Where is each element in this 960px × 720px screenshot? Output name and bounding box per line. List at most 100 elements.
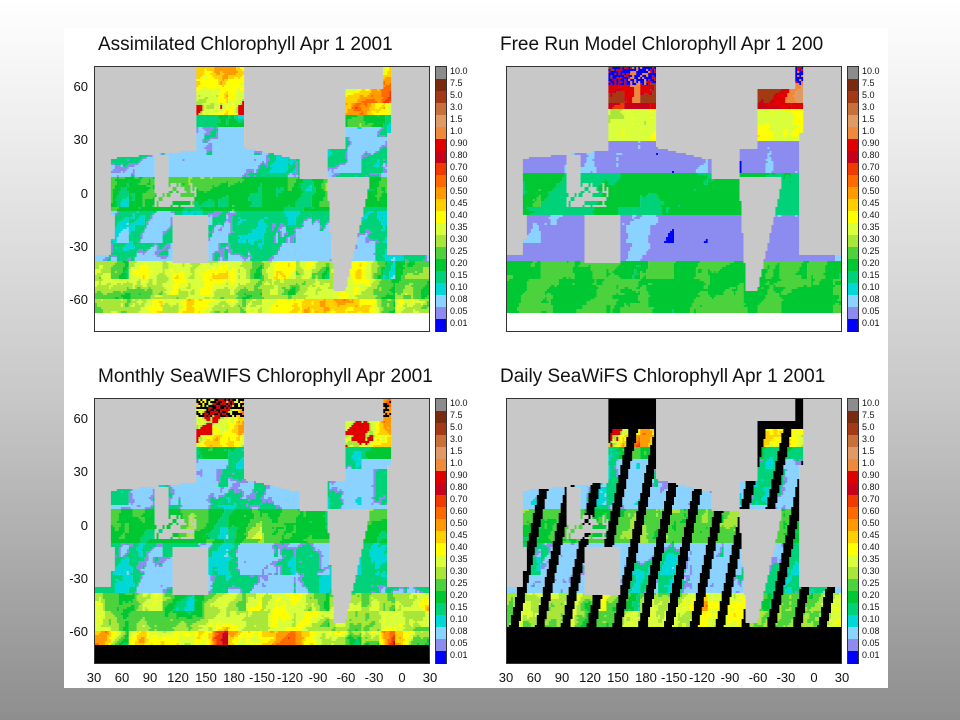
heatmap-cell — [246, 239, 249, 242]
heatmap-cell — [220, 107, 223, 110]
heatmap-cell — [160, 305, 163, 308]
heatmap-cell — [741, 213, 776, 216]
heatmap-cell — [391, 71, 429, 74]
heatmap-cell — [170, 245, 173, 248]
heatmap-cell — [208, 239, 211, 242]
heatmap-cell — [652, 133, 657, 136]
heatmap-cell — [507, 123, 609, 126]
colorbar-swatch — [436, 235, 446, 248]
heatmap-cell — [351, 103, 356, 106]
heatmap-cell — [114, 247, 117, 250]
heatmap-cell — [367, 153, 372, 156]
heatmap-cell — [265, 223, 273, 226]
heatmap-cell — [351, 107, 356, 110]
heatmap-cell — [95, 177, 112, 180]
heatmap-cell — [279, 281, 284, 284]
heatmap-cell — [331, 259, 352, 262]
heatmap-cell — [172, 269, 191, 272]
heatmap-cell — [656, 69, 796, 72]
heatmap-cell — [321, 277, 326, 280]
heatmap-cell — [248, 197, 263, 200]
heatmap-cell — [162, 153, 165, 156]
heatmap-cell — [401, 277, 406, 280]
heatmap-cell — [773, 217, 800, 220]
heatmap-cell — [329, 217, 362, 220]
heatmap-cell — [134, 287, 137, 290]
heatmap-cell — [134, 177, 139, 180]
heatmap-cell — [373, 273, 382, 276]
heatmap-cell — [425, 255, 428, 258]
heatmap-cell — [612, 271, 635, 274]
heatmap-cell — [252, 229, 267, 232]
heatmap-cell — [230, 105, 235, 108]
heatmap-cell — [556, 183, 567, 186]
heatmap-cell — [295, 179, 304, 182]
heatmap-cell — [646, 251, 744, 254]
heatmap-cell — [95, 125, 197, 128]
heatmap-cell — [273, 229, 279, 232]
heatmap-cell — [574, 199, 607, 202]
heatmap-cell — [618, 285, 639, 288]
heatmap-cell — [554, 187, 567, 190]
heatmap-cell — [534, 199, 537, 202]
heatmap-cell — [130, 301, 137, 304]
heatmap-cell — [584, 227, 621, 230]
heatmap-cell — [668, 149, 740, 152]
heatmap-cell — [507, 181, 524, 184]
heatmap-cell — [622, 131, 625, 134]
heatmap-cell — [250, 259, 269, 262]
heatmap-cell — [570, 199, 575, 202]
heatmap-cell — [381, 297, 396, 300]
heatmap-cell — [381, 95, 390, 98]
heatmap-cell — [674, 269, 696, 272]
heatmap-cell — [327, 175, 332, 178]
heatmap-cell — [610, 83, 613, 86]
heatmap-cell — [138, 249, 143, 252]
heatmap-cell — [385, 159, 388, 162]
heatmap-cell — [154, 173, 169, 176]
heatmap-cell — [775, 265, 780, 268]
heatmap-cell — [803, 75, 841, 78]
heatmap-cell — [110, 173, 131, 176]
heatmap-cell — [262, 245, 280, 248]
heatmap-cell — [212, 297, 221, 300]
heatmap-cell — [126, 197, 129, 200]
heatmap-cell — [606, 273, 611, 276]
heatmap-cell — [95, 249, 112, 252]
heatmap-cell — [309, 267, 316, 270]
heatmap-cell — [196, 135, 205, 138]
heatmap-cell — [182, 307, 187, 310]
heatmap-cell — [216, 87, 219, 90]
heatmap-cell — [311, 207, 314, 210]
heatmap-cell — [212, 71, 215, 74]
heatmap-cell — [152, 217, 171, 220]
heatmap-cell — [262, 153, 269, 156]
heatmap-cell — [250, 205, 263, 208]
heatmap-cell — [413, 291, 422, 294]
heatmap-cell — [381, 267, 386, 270]
heatmap-cell — [361, 161, 378, 164]
heatmap-cell — [146, 225, 171, 228]
heatmap-cell — [184, 273, 193, 276]
heatmap-cell — [254, 169, 257, 172]
heatmap-cell — [413, 283, 428, 286]
heatmap-cell — [323, 181, 328, 184]
heatmap-cell — [228, 271, 237, 274]
heatmap-cell — [263, 263, 271, 266]
heatmap-cell — [759, 277, 766, 280]
colorbar-swatch — [436, 211, 446, 224]
heatmap-cell — [377, 159, 380, 162]
heatmap-cell — [349, 299, 352, 302]
heatmap-cell — [811, 285, 836, 288]
heatmap-cell — [359, 97, 384, 100]
heatmap-cell — [385, 277, 390, 280]
heatmap-cell — [299, 289, 308, 292]
heatmap-cell — [580, 167, 597, 170]
heatmap-cell — [254, 275, 261, 278]
heatmap-cell — [226, 221, 229, 224]
heatmap-cell — [224, 225, 231, 228]
heatmap-cell — [779, 273, 796, 276]
heatmap-cell — [186, 281, 205, 284]
heatmap-cell — [371, 267, 378, 270]
heatmap-cell — [699, 165, 708, 168]
